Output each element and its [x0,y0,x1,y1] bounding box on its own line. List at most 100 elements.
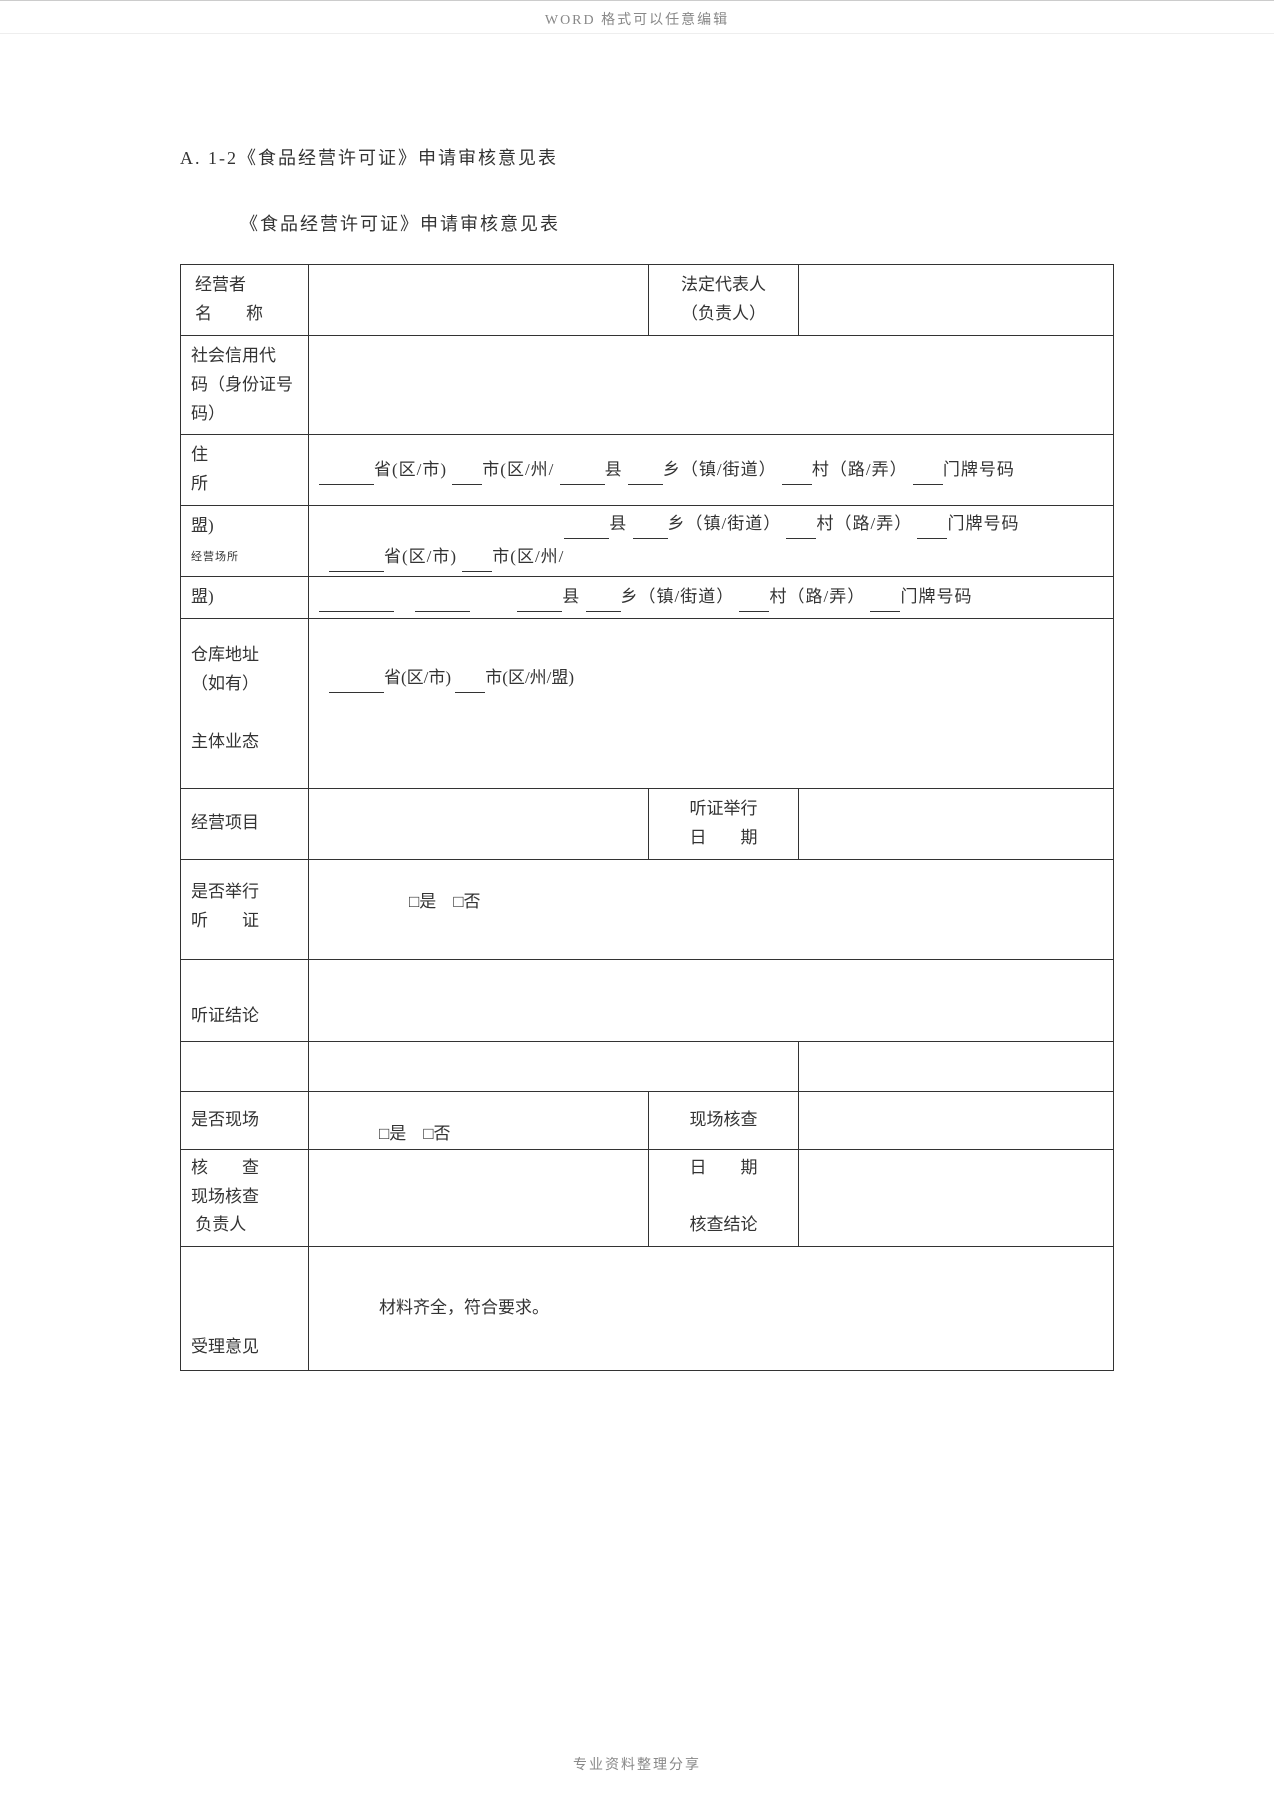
text: 仓库地址 [191,645,259,664]
text: 日 期 [690,1158,758,1177]
cell-business-items-value[interactable] [309,788,649,859]
text: 村（路/弄） [812,460,908,479]
cell-social-credit-value[interactable] [309,335,1114,435]
cell-onsite-date-label: 现场核查 [649,1091,799,1149]
table-row: 社会信用代 码（身份证号 码） [181,335,1114,435]
text: 市(区/州/盟) [485,668,574,687]
text: 省(区/市) [384,668,451,687]
text: 负责人 [195,1215,246,1234]
section-title: A. 1-2《食品经营许可证》申请审核意见表 [180,144,1114,170]
table-row: 仓库地址 （如有） 主体业态 省(区/市) 市(区/州/盟) [181,618,1114,788]
checkbox-no[interactable]: □否 [423,1124,450,1143]
table-row [181,1041,1114,1091]
text: 听 证 [191,911,259,930]
cell-address2-value[interactable]: 县 乡（镇/街道） 村（路/弄） 门牌号码 [309,577,1114,619]
text: （如有） [191,674,259,693]
cell-spacer-right [799,1041,1114,1091]
cell-business-place-value[interactable]: 县 乡（镇/街道） 村（路/弄） 门牌号码 省(区/市) 市(区/州/ [309,506,1114,577]
text: 门牌号码 [947,514,1019,533]
text: 名 称 [195,304,263,323]
text: 乡（镇/街道） [663,460,777,479]
checkbox-no[interactable]: □否 [453,892,480,911]
table-row: 经营者 名 称 法定代表人 （负责人） [181,265,1114,336]
text: 核 查 [191,1158,259,1177]
text: 经营项目 [191,813,259,832]
table-row: 盟) 县 乡（镇/街道） 村（路/弄） 门牌号码 [181,577,1114,619]
text: 县 [562,587,580,606]
cell-residence-value[interactable]: 省(区/市) 市(区/州/ 县 乡（镇/街道） 村（路/弄） 门牌号码 [309,435,1114,506]
cell-hearing-date-label: 听证举行 日 期 [649,788,799,859]
cell-meng2-label: 盟) [181,577,309,619]
cell-hold-hearing-label: 是否举行 听 证 [181,859,309,959]
text: 日 期 [690,828,758,847]
table-row: 是否举行 听 证 □是 □否 [181,859,1114,959]
text: 听证举行 [690,799,758,818]
text: 县 [605,460,623,479]
text: 盟) [191,516,214,535]
cell-operator-name-value[interactable] [309,265,649,336]
table-title: 《食品经营许可证》申请审核意见表 [240,210,1114,236]
cell-warehouse-business-label: 仓库地址 （如有） 主体业态 [181,618,309,788]
cell-residence-label: 住 所 [181,435,309,506]
text: 主体业态 [191,732,259,751]
text: 是否现场 [191,1110,259,1129]
text: 省(区/市) [384,547,457,566]
text: 社会信用代 [191,346,276,365]
cell-meng1-label: 盟) 经营场所 [181,506,309,577]
text: 码（身份证号 [191,375,293,394]
cell-hearing-conclusion-label: 听证结论 [181,959,309,1041]
text: 码） [191,404,225,423]
page-header: WORD 格式可以任意编辑 [0,0,1274,34]
cell-check-conclusion-value[interactable] [799,1149,1114,1247]
text: 市(区/州/ [492,547,564,566]
text: 住 所 [191,441,279,499]
cell-onsite-check-label: 是否现场 [181,1091,309,1149]
text: 市(区/州/ [482,460,554,479]
text: 核查结论 [690,1215,758,1234]
cell-acceptance-value[interactable]: 材料齐全，符合要求。 [309,1247,1114,1371]
cell-legal-rep-label: 法定代表人 （负责人） [649,265,799,336]
cell-spacer-mid [309,1041,799,1091]
checkbox-yes[interactable]: □是 [379,1124,406,1143]
cell-onsite-date-value[interactable] [799,1091,1114,1149]
cell-social-credit-label: 社会信用代 码（身份证号 码） [181,335,309,435]
cell-legal-rep-value[interactable] [799,265,1114,336]
cell-onsite-team-value[interactable] [309,1149,649,1247]
text: 省(区/市) [374,460,447,479]
text: 现场核查 [191,1187,259,1206]
application-form-table: 经营者 名 称 法定代表人 （负责人） 社会信用代 码（身份证号 码） 住 [180,264,1114,1371]
text: 材料齐全，符合要求。 [379,1298,549,1317]
table-row: 是否现场 □是 □否 现场核查 [181,1091,1114,1149]
text: 法定代表人 [681,275,766,294]
text: 盟) [191,587,214,606]
text: 乡（镇/街道） [621,587,735,606]
text: （负责人） [681,304,766,323]
cell-hearing-conclusion-value[interactable] [309,959,1114,1041]
cell-onsite-check-value[interactable]: □是 □否 [309,1091,649,1149]
table-row: 盟) 经营场所 县 乡（镇/街道） 村（路/弄） 门牌号码 省(区/市) 市(区… [181,506,1114,577]
table-row: 听证结论 [181,959,1114,1041]
cell-hold-hearing-value[interactable]: □是 □否 [309,859,1114,959]
text: 经营者 [195,275,246,294]
text: 受理意见 [191,1337,259,1356]
text: 乡（镇/街道） [668,514,782,533]
text: 村（路/弄） [816,514,912,533]
text: 门牌号码 [900,587,972,606]
text: 门牌号码 [943,460,1015,479]
text: 村（路/弄） [769,587,865,606]
checkbox-yes[interactable]: □是 [409,892,436,911]
cell-hearing-date-value[interactable] [799,788,1114,859]
cell-warehouse-value[interactable]: 省(区/市) 市(区/州/盟) [309,618,1114,788]
cell-check-conclusion-label: 日 期 核查结论 [649,1149,799,1247]
cell-business-items-label: 经营项目 [181,788,309,859]
table-row: 核 查 现场核查 负责人 日 期 核查结论 [181,1149,1114,1247]
document-content: A. 1-2《食品经营许可证》申请审核意见表 《食品经营许可证》申请审核意见表 … [0,34,1274,1371]
cell-acceptance-label: 受理意见 [181,1247,309,1371]
text: 经营场所 [191,551,239,563]
page-footer: 专业资料整理分享 [0,1754,1274,1774]
text: 县 [609,514,627,533]
text: 听证结论 [191,1006,259,1025]
text: 现场核查 [690,1110,758,1129]
cell-spacer-label [181,1041,309,1091]
table-row: 受理意见 材料齐全，符合要求。 [181,1247,1114,1371]
